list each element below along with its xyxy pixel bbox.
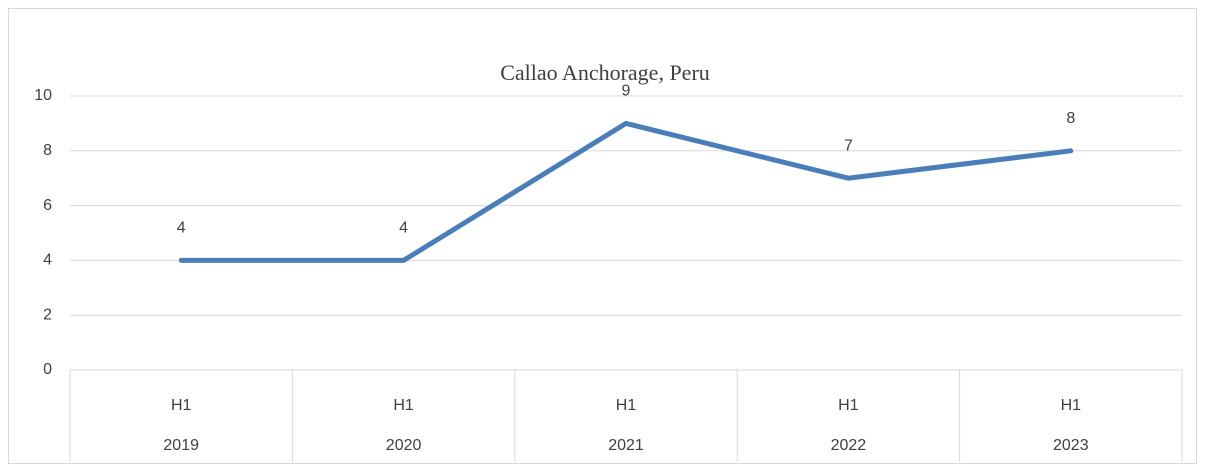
data-label: 8 — [1066, 110, 1075, 127]
y-tick-label: 6 — [43, 197, 52, 214]
y-tick-label: 0 — [43, 361, 52, 378]
x-group-label: 2021 — [608, 437, 644, 454]
chart-border — [8, 8, 1197, 464]
y-tick-label: 8 — [43, 142, 52, 159]
y-tick-label: 4 — [43, 252, 52, 269]
data-label: 7 — [844, 137, 853, 154]
x-group-label: 2022 — [831, 437, 867, 454]
data-label: 4 — [177, 220, 186, 237]
data-label: 9 — [622, 83, 631, 100]
line — [178, 120, 1074, 263]
x-group-label: 2020 — [386, 437, 422, 454]
x-group-label: 2023 — [1053, 437, 1089, 454]
y-tick-label: 2 — [43, 306, 52, 323]
x-tick-label: H1 — [171, 397, 192, 414]
chart-title: Callao Anchorage, Peru — [500, 60, 710, 85]
data-label: 4 — [399, 220, 408, 237]
x-tick-label: H1 — [1061, 397, 1082, 414]
x-tick-label: H1 — [838, 397, 859, 414]
x-group-label: 2019 — [163, 437, 199, 454]
x-tick-label: H1 — [393, 397, 414, 414]
x-tick-label: H1 — [616, 397, 637, 414]
y-tick-label: 10 — [34, 87, 52, 104]
